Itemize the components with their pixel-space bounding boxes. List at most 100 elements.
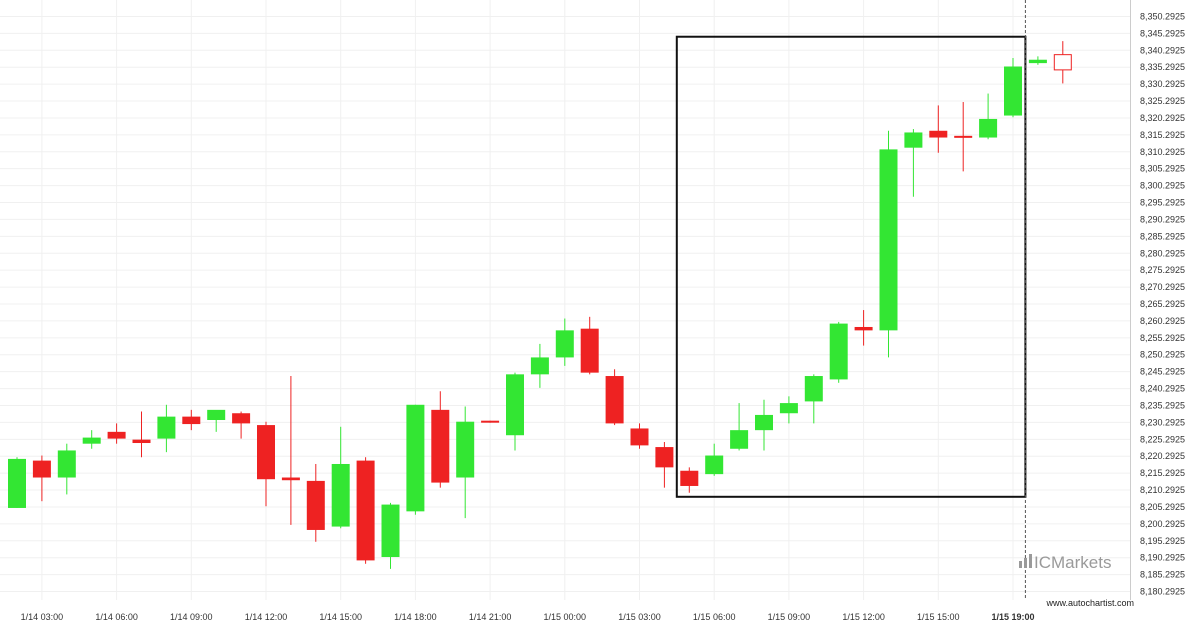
candle-body (630, 428, 649, 446)
y-tick-label: 8,255.2925 (1140, 333, 1185, 343)
y-tick-label: 8,290.2925 (1140, 214, 1185, 224)
candle-body (655, 447, 674, 468)
candle (506, 372, 524, 451)
candle (904, 129, 923, 197)
candle-body (82, 437, 101, 444)
x-tick-label: 1/15 19:00 (991, 612, 1034, 622)
candle (57, 443, 76, 495)
candle-body (207, 409, 226, 421)
candle (182, 409, 201, 431)
candle-body (281, 477, 300, 481)
candle (779, 396, 798, 424)
gridlines (0, 0, 1130, 600)
candle-body (555, 330, 574, 358)
y-tick-label: 8,330.2925 (1140, 79, 1185, 89)
candle (655, 441, 674, 488)
candle (730, 403, 749, 451)
candle (232, 411, 251, 439)
candle-body (954, 135, 973, 138)
candle (705, 443, 724, 476)
x-tick-label: 1/14 18:00 (394, 612, 437, 622)
y-tick-label: 8,310.2925 (1140, 147, 1185, 157)
candle (32, 455, 51, 502)
candle-body (829, 323, 848, 380)
y-tick-label: 8,295.2925 (1140, 198, 1185, 208)
candle (356, 457, 375, 564)
y-tick-label: 8,275.2925 (1140, 265, 1185, 275)
candle (680, 467, 699, 493)
candle-body (1004, 66, 1022, 116)
candle (979, 93, 998, 140)
candle-body (755, 414, 773, 431)
candle-body (1028, 59, 1047, 64)
x-tick-label: 1/14 15:00 (319, 612, 362, 622)
y-tick-label: 8,205.2925 (1140, 502, 1185, 512)
candle (580, 316, 599, 375)
candle-body (182, 416, 201, 425)
y-tick-label: 8,230.2925 (1140, 417, 1185, 427)
candle-body (680, 470, 699, 486)
candle-body (779, 403, 798, 414)
y-tick-label: 8,285.2925 (1140, 231, 1185, 241)
x-tick-label: 1/14 03:00 (21, 612, 64, 622)
candle-body (1053, 54, 1072, 71)
y-tick-label: 8,210.2925 (1140, 485, 1185, 495)
candle (481, 420, 500, 423)
x-tick-label: 1/15 03:00 (618, 612, 661, 622)
candle-body (257, 425, 275, 480)
y-tick-label: 8,220.2925 (1140, 451, 1185, 461)
candle-body (381, 504, 400, 558)
candle-body (530, 357, 549, 375)
candle (456, 406, 475, 519)
candle-body (57, 450, 76, 478)
candle-body (730, 430, 749, 449)
candle (431, 391, 450, 488)
candle-body (804, 376, 823, 402)
candle-body (605, 376, 624, 424)
y-tick-label: 8,265.2925 (1140, 299, 1185, 309)
y-tick-label: 8,235.2925 (1140, 400, 1185, 410)
y-axis: 8,350.2925 8,345.2925 8,340.2925 8,335.2925… (1130, 0, 1185, 600)
y-tick-label: 8,180.2925 (1140, 587, 1185, 597)
x-tick-label: 1/15 12:00 (842, 612, 885, 622)
candle (132, 411, 151, 458)
candle (257, 421, 275, 507)
candle-body (331, 463, 350, 527)
candle-body (306, 480, 325, 530)
candle (157, 404, 176, 453)
candles (8, 41, 1072, 569)
watermark-logo: ICMarkets (1019, 553, 1111, 572)
y-tick-label: 8,240.2925 (1140, 384, 1185, 394)
candle (1053, 41, 1072, 84)
y-tick-label: 8,245.2925 (1140, 367, 1185, 377)
candle-body (157, 416, 176, 439)
candle-body (929, 130, 948, 138)
candle (954, 102, 973, 172)
y-tick-label: 8,345.2925 (1140, 28, 1185, 38)
candle (331, 426, 350, 529)
candle-body (232, 413, 251, 424)
y-tick-label: 8,335.2925 (1140, 62, 1185, 72)
y-tick-label: 8,270.2925 (1140, 282, 1185, 292)
candle (605, 369, 624, 426)
candle-body (431, 409, 450, 483)
y-tick-label: 8,325.2925 (1140, 96, 1185, 106)
x-tick-label: 1/15 15:00 (917, 612, 960, 622)
candle-body (854, 326, 873, 331)
y-tick-label: 8,340.2925 (1140, 45, 1185, 55)
y-tick-label: 8,305.2925 (1140, 164, 1185, 174)
candle-body (406, 404, 425, 512)
y-tick-label: 8,185.2925 (1140, 570, 1185, 580)
candle-body (506, 374, 524, 436)
candle-body (32, 460, 51, 478)
y-tick-label: 8,195.2925 (1140, 536, 1185, 546)
y-tick-label: 8,350.2925 (1140, 11, 1185, 21)
candle-body (879, 149, 898, 331)
footer-url[interactable]: www.autochartist.com (1046, 598, 1134, 608)
candle (530, 343, 549, 388)
candle-body (580, 328, 599, 373)
candle-body (979, 118, 998, 138)
candle (854, 310, 873, 346)
x-tick-label: 1/14 09:00 (170, 612, 213, 622)
candle-body (456, 421, 475, 478)
